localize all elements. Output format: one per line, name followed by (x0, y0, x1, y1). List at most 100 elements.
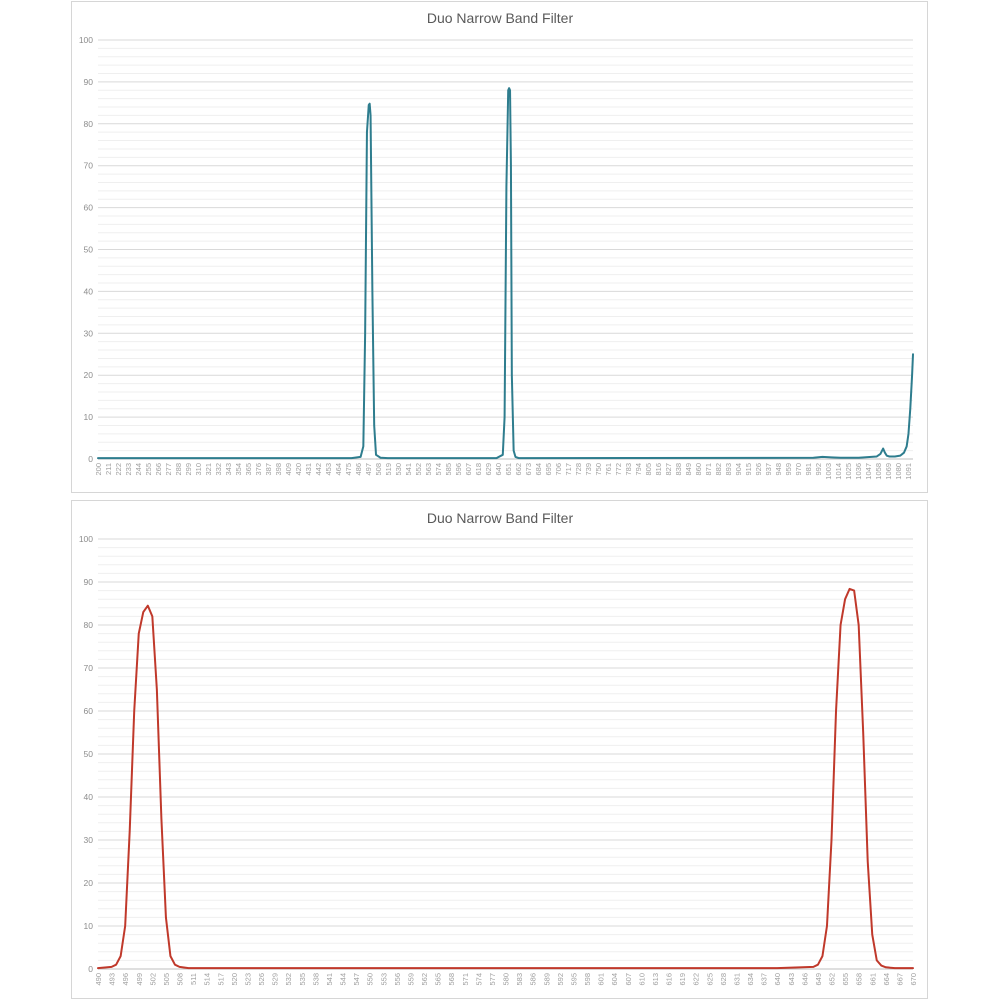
x-tick-label: 646 (800, 973, 809, 986)
y-tick-label: 60 (84, 706, 94, 716)
x-tick-label: 904 (734, 463, 743, 476)
x-tick-label: 1091 (904, 463, 913, 480)
x-tick-label: 502 (148, 973, 157, 986)
x-tick-label: 592 (556, 973, 565, 986)
x-tick-label: 783 (624, 463, 633, 476)
x-tick-label: 565 (434, 973, 443, 986)
y-tick-label: 0 (88, 454, 93, 464)
x-tick-label: 532 (284, 973, 293, 986)
x-tick-label: 541 (325, 973, 334, 986)
y-tick-label: 70 (84, 663, 94, 673)
x-tick-label: 1047 (864, 463, 873, 480)
x-tick-label: 517 (216, 973, 225, 986)
chart-title-top: Duo Narrow Band Filter (427, 10, 574, 26)
x-tick-label: 871 (704, 463, 713, 476)
x-tick-label: 589 (542, 973, 551, 986)
x-tick-label: 505 (162, 973, 171, 986)
x-tick-label: 266 (154, 463, 163, 476)
x-tick-label: 816 (654, 463, 663, 476)
x-tick-label: 550 (366, 973, 375, 986)
y-tick-label: 50 (84, 749, 94, 759)
x-tick-label: 529 (271, 973, 280, 986)
x-tick-label: 1025 (844, 463, 853, 480)
x-tick-label: 651 (504, 463, 513, 476)
y-tick-label: 90 (84, 77, 94, 87)
x-tick-label: 523 (243, 973, 252, 986)
x-tick-label: 508 (176, 973, 185, 986)
x-tick-label: 1080 (894, 463, 903, 480)
x-tick-label: 619 (678, 973, 687, 986)
x-tick-label: 893 (724, 463, 733, 476)
y-tick-label: 90 (84, 577, 94, 587)
x-tick-label: 634 (746, 973, 755, 986)
x-tick-label: 568 (447, 973, 456, 986)
x-tick-label: 640 (773, 973, 782, 986)
x-tick-label: 571 (461, 973, 470, 986)
x-tick-label: 244 (134, 463, 143, 476)
x-tick-label: 662 (514, 463, 523, 476)
chart-panel-bottom: Duo Narrow Band Filter 0 10 20 30 40 50 60 70 80… (71, 500, 928, 999)
x-tick-label: 508 (374, 463, 383, 476)
x-tick-label: 670 (909, 973, 918, 986)
x-tick-label: 750 (594, 463, 603, 476)
x-tick-label: 431 (304, 463, 313, 476)
x-tick-label: 629 (484, 463, 493, 476)
series-line (97, 587, 914, 970)
x-tick-label: 535 (298, 973, 307, 986)
x-tick-label: 658 (855, 973, 864, 986)
x-tick-label: 649 (814, 973, 823, 986)
x-tick-label: 453 (324, 463, 333, 476)
x-tick-label: 464 (334, 463, 343, 476)
x-tick-label: 761 (604, 463, 613, 476)
x-tick-label: 519 (384, 463, 393, 476)
y-tick-label: 30 (84, 328, 94, 338)
x-tick-label: 860 (694, 463, 703, 476)
x-tick-label: 1003 (824, 463, 833, 480)
y-tick-label: 30 (84, 835, 94, 845)
x-tick-label: 499 (135, 973, 144, 986)
x-tick-label: 618 (474, 463, 483, 476)
x-tick-label: 637 (760, 973, 769, 986)
x-tick-label: 628 (719, 973, 728, 986)
x-tick-label: 409 (284, 463, 293, 476)
x-tick-label: 631 (732, 973, 741, 986)
y-tick-label: 40 (84, 286, 94, 296)
x-tick-label: 547 (352, 973, 361, 986)
x-tick-label: 563 (424, 463, 433, 476)
y-tick-label: 20 (84, 370, 94, 380)
x-tick-label: 794 (634, 463, 643, 476)
x-tick-label: 354 (234, 463, 243, 476)
x-tick-label: 299 (184, 463, 193, 476)
x-tick-label: 530 (394, 463, 403, 476)
x-tick-label: 496 (121, 973, 130, 986)
x-tick-label: 580 (502, 973, 511, 986)
x-tick-label: 664 (882, 973, 891, 986)
x-tick-label: 1069 (884, 463, 893, 480)
x-tick-label: 607 (624, 973, 633, 986)
x-tick-label: 695 (544, 463, 553, 476)
x-tick-label: 538 (311, 973, 320, 986)
x-tick-label: 577 (488, 973, 497, 986)
x-tick-label: 562 (420, 973, 429, 986)
x-tick-label: 595 (569, 973, 578, 986)
x-tick-label: 772 (614, 463, 623, 476)
x-tick-label: 332 (214, 463, 223, 476)
y-tick-label: 80 (84, 620, 94, 630)
x-tick-label: 222 (114, 463, 123, 476)
x-tick-label: 625 (705, 973, 714, 986)
x-tick-label: 640 (494, 463, 503, 476)
x-tick-label: 556 (393, 973, 402, 986)
x-tick-label: 387 (264, 463, 273, 476)
gridlines (98, 538, 913, 961)
x-tick-label: 616 (665, 973, 674, 986)
x-tick-label: 559 (406, 973, 415, 986)
x-tick-label: 475 (344, 463, 353, 476)
y-tick-label: 10 (84, 921, 94, 931)
y-tick-label: 70 (84, 161, 94, 171)
y-tick-label: 100 (79, 534, 93, 544)
x-tick-label: 310 (194, 463, 203, 476)
x-tick-label: 652 (828, 973, 837, 986)
x-tick-label: 981 (804, 463, 813, 476)
y-tick-label: 50 (84, 245, 94, 255)
x-tick-label: 288 (174, 463, 183, 476)
